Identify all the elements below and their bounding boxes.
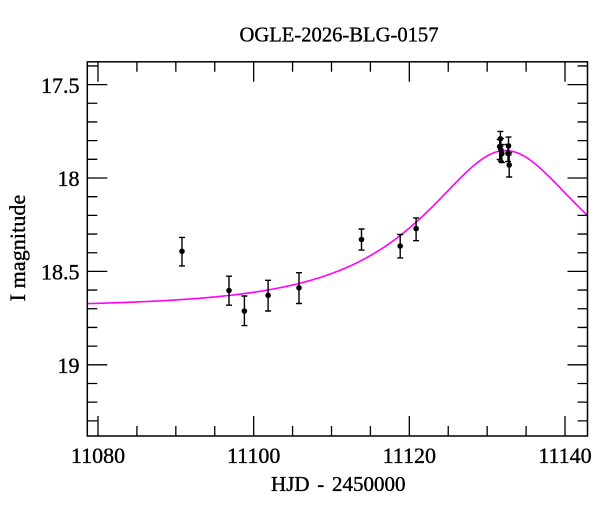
svg-text:11100: 11100 xyxy=(227,443,280,468)
svg-text:18.5: 18.5 xyxy=(41,260,80,285)
svg-text:OGLE-2026-BLG-0157: OGLE-2026-BLG-0157 xyxy=(239,25,438,47)
svg-text:I magnitude: I magnitude xyxy=(5,195,30,302)
svg-text:11140: 11140 xyxy=(538,443,591,468)
svg-text:17.5: 17.5 xyxy=(41,73,80,98)
svg-text:HJD - 2450000: HJD - 2450000 xyxy=(271,472,406,496)
svg-text:11120: 11120 xyxy=(383,443,436,468)
svg-text:11080: 11080 xyxy=(71,443,125,468)
svg-text:18: 18 xyxy=(58,166,80,191)
svg-text:19: 19 xyxy=(58,353,80,378)
